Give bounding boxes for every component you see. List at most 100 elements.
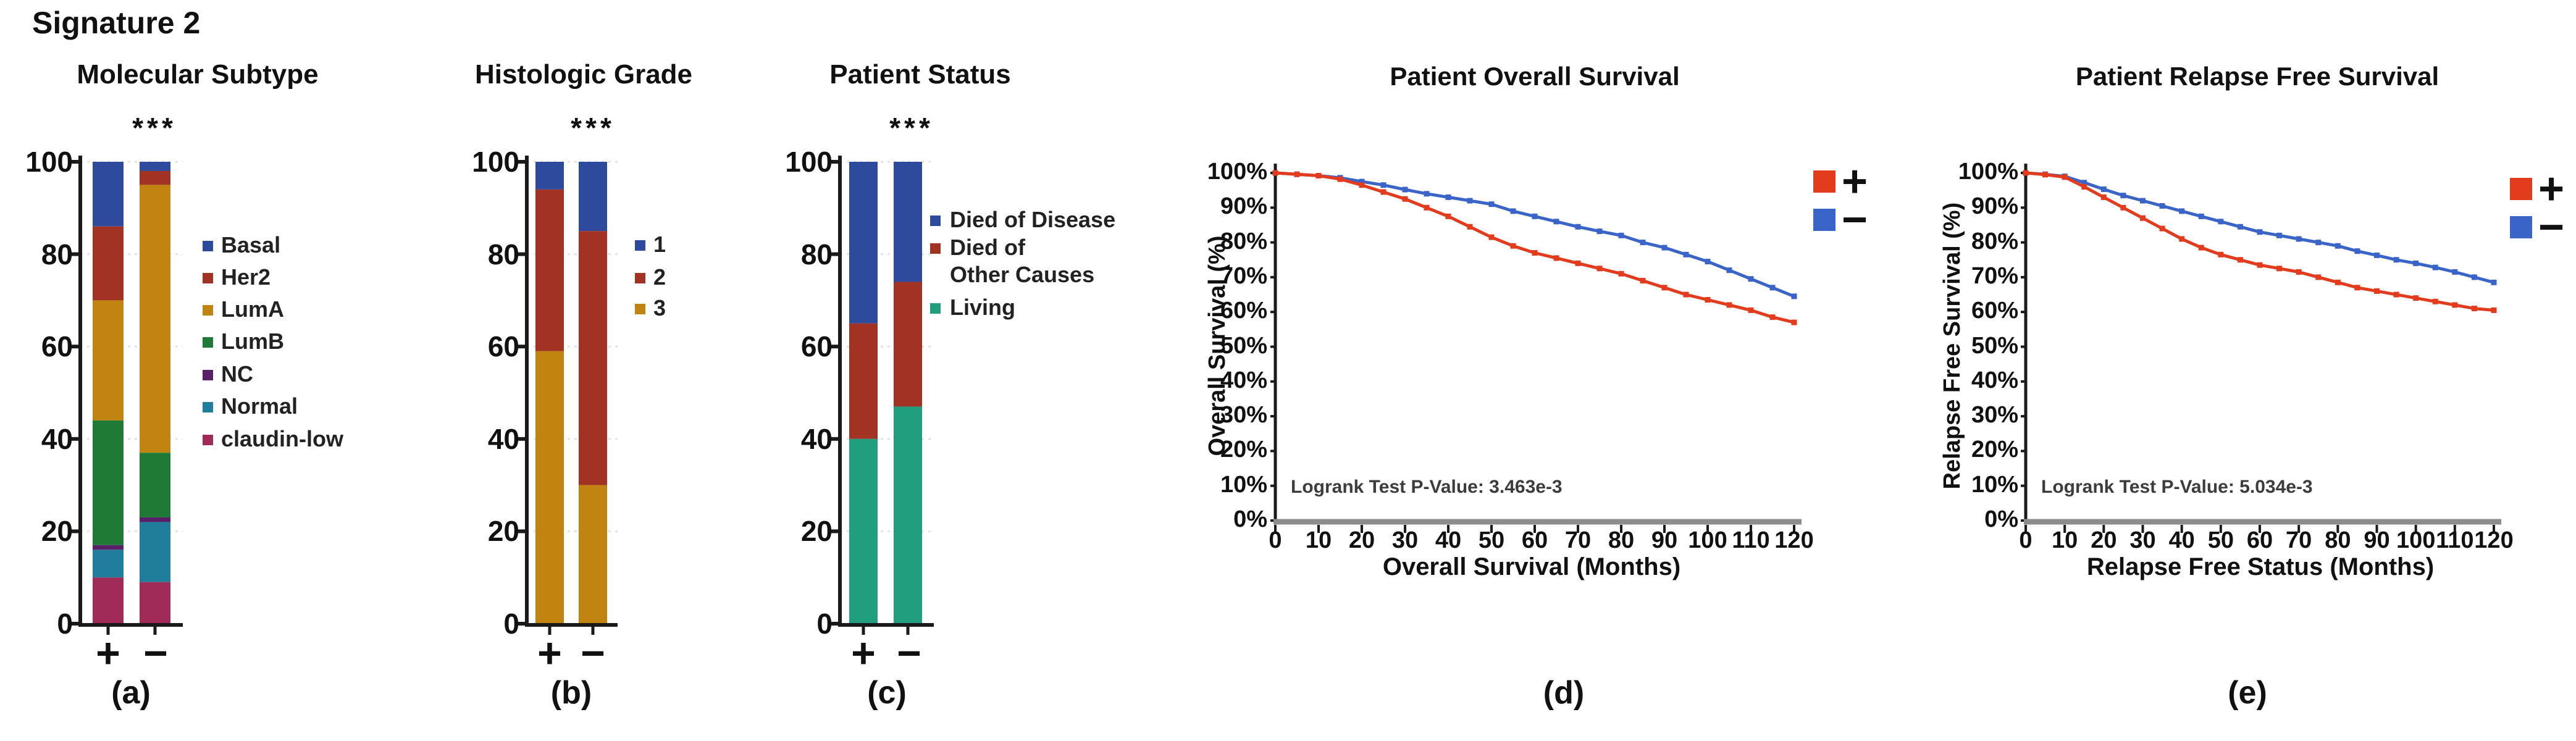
legend-swatch-lumb bbox=[203, 337, 213, 348]
panel-c-category-minus: − bbox=[897, 630, 921, 677]
km-censor-mark-plus bbox=[2062, 174, 2068, 180]
km-censor-mark-plus bbox=[1488, 234, 1495, 240]
y-tick-label: 80% bbox=[1220, 228, 1267, 254]
km-censor-mark-minus bbox=[2218, 219, 2224, 225]
bar-segment-1 bbox=[535, 162, 564, 190]
bar-segment-lumb bbox=[140, 453, 170, 517]
km-censor-mark-minus bbox=[2159, 203, 2165, 209]
panel-a-category-minus: − bbox=[143, 630, 168, 677]
legend-swatch-normal bbox=[203, 402, 213, 412]
legend-label-living: Living bbox=[950, 295, 1015, 320]
panel-c-letter: (c) bbox=[867, 675, 907, 711]
y-tick-label: 50% bbox=[1220, 332, 1267, 359]
km-censor-mark-minus bbox=[2257, 229, 2263, 235]
x-tick-label: 110 bbox=[1732, 527, 1770, 553]
y-tick-label: 20 bbox=[41, 515, 73, 548]
bar-segment-3 bbox=[579, 485, 607, 624]
legend-swatch-grade1 bbox=[635, 240, 645, 251]
km-censor-mark-plus bbox=[1294, 171, 1300, 177]
x-tick-label: 70 bbox=[2286, 527, 2312, 553]
km-censor-mark-minus bbox=[2296, 236, 2302, 242]
km-censor-mark-plus bbox=[2315, 274, 2322, 280]
y-tick-label: 0 bbox=[816, 608, 833, 640]
km-censor-mark-plus bbox=[1380, 189, 1387, 195]
bar-segment-died-of-other-causes bbox=[849, 323, 878, 439]
km-censor-mark-plus bbox=[2100, 194, 2107, 200]
km-censor-mark-plus bbox=[1467, 224, 1473, 230]
y-tick-label: 0% bbox=[1233, 506, 1267, 532]
panel-e-legend-swatch-plus bbox=[2510, 178, 2532, 200]
km-censor-mark-plus bbox=[1532, 249, 1538, 256]
km-censor-mark-minus bbox=[1705, 259, 1711, 265]
y-tick-label: 40 bbox=[487, 422, 519, 455]
km-censor-mark-minus bbox=[1359, 178, 1365, 185]
km-censor-mark-minus bbox=[1748, 276, 1754, 282]
km-censor-mark-plus bbox=[2393, 291, 2399, 298]
km-censor-mark-plus bbox=[2374, 288, 2380, 294]
panel-e-legend-label-minus: − bbox=[2538, 203, 2565, 252]
y-tick-label: 60 bbox=[800, 330, 833, 363]
panel-b-category-minus: − bbox=[581, 630, 605, 677]
km-censor-mark-minus bbox=[1532, 213, 1538, 219]
x-tick-label: 40 bbox=[2168, 527, 2195, 553]
km-censor-mark-plus bbox=[1748, 307, 1754, 313]
y-tick-label: 0% bbox=[1984, 506, 2018, 532]
km-censor-mark-plus bbox=[2296, 269, 2302, 275]
km-censor-mark-minus bbox=[2198, 213, 2204, 219]
panel-e-legend-swatch-minus bbox=[2510, 216, 2532, 238]
bar-segment-2 bbox=[579, 231, 607, 485]
bar-segment-basal bbox=[93, 162, 124, 227]
y-tick-label: 60 bbox=[41, 330, 73, 363]
legend-label-grade3: 3 bbox=[653, 295, 666, 320]
y-tick-label: 60% bbox=[1220, 298, 1267, 324]
x-tick-label: 30 bbox=[2129, 527, 2156, 553]
km-censor-mark-plus bbox=[1445, 213, 1451, 219]
panel-d-legend-swatch-plus bbox=[1813, 170, 1836, 193]
legend-label-normal: Normal bbox=[221, 393, 298, 419]
km-censor-mark-plus bbox=[2491, 307, 2497, 313]
km-censor-mark-minus bbox=[2374, 252, 2380, 258]
bar-segment-died-of-other-causes bbox=[894, 282, 922, 407]
km-censor-mark-plus bbox=[2471, 306, 2477, 312]
bar-segment-normal bbox=[140, 522, 170, 582]
km-censor-mark-plus bbox=[2218, 251, 2224, 257]
km-censor-mark-minus bbox=[1726, 267, 1732, 274]
y-tick-label: 10% bbox=[1971, 471, 2018, 498]
km-censor-mark-plus bbox=[2140, 215, 2146, 221]
km-censor-mark-plus bbox=[1337, 176, 1343, 182]
legend-label-claudin-low: claudin-low bbox=[221, 426, 343, 451]
bar-segment-nc bbox=[93, 545, 124, 550]
x-tick-label: 20 bbox=[2091, 527, 2117, 553]
km-censor-mark-minus bbox=[1791, 293, 1797, 299]
km-censor-mark-plus bbox=[1402, 196, 1408, 202]
legend-label-grade2: 2 bbox=[653, 264, 666, 290]
legend-swatch-died-other-causes bbox=[930, 243, 941, 254]
y-tick-label: 70% bbox=[1971, 262, 2018, 289]
km-censor-mark-minus bbox=[1488, 201, 1495, 207]
y-tick-label: 20% bbox=[1220, 437, 1267, 463]
km-censor-mark-minus bbox=[1596, 228, 1603, 235]
bar-segment-her2 bbox=[93, 226, 124, 301]
bar-segment-3 bbox=[535, 351, 564, 624]
legend-swatch-claudin-low bbox=[203, 435, 213, 445]
y-tick-label: 40 bbox=[800, 422, 833, 455]
legend-swatch-basal bbox=[203, 241, 213, 251]
km-censor-mark-plus bbox=[2335, 279, 2341, 285]
bar-segment-died-of-disease bbox=[849, 162, 878, 324]
bar-segment-living bbox=[849, 438, 878, 624]
y-tick-label: 0 bbox=[57, 608, 73, 640]
panel-d-legend-label-minus: − bbox=[1842, 195, 1868, 245]
panel-b-significance: *** bbox=[571, 112, 615, 144]
y-tick-label: 80% bbox=[1971, 228, 2018, 254]
km-censor-mark-plus bbox=[2159, 225, 2165, 232]
panel-a-category-plus: + bbox=[96, 630, 120, 677]
km-censor-mark-plus bbox=[1769, 314, 1776, 320]
x-tick-label: 0 bbox=[1269, 527, 1282, 553]
y-tick-label: 80 bbox=[800, 238, 833, 270]
x-tick-label: 50 bbox=[1478, 527, 1505, 553]
panel-d-letter: (d) bbox=[1543, 675, 1585, 711]
x-tick-label: 90 bbox=[1651, 527, 1678, 553]
y-tick-label: 80 bbox=[41, 238, 73, 270]
km-censor-mark-minus bbox=[1618, 232, 1624, 238]
